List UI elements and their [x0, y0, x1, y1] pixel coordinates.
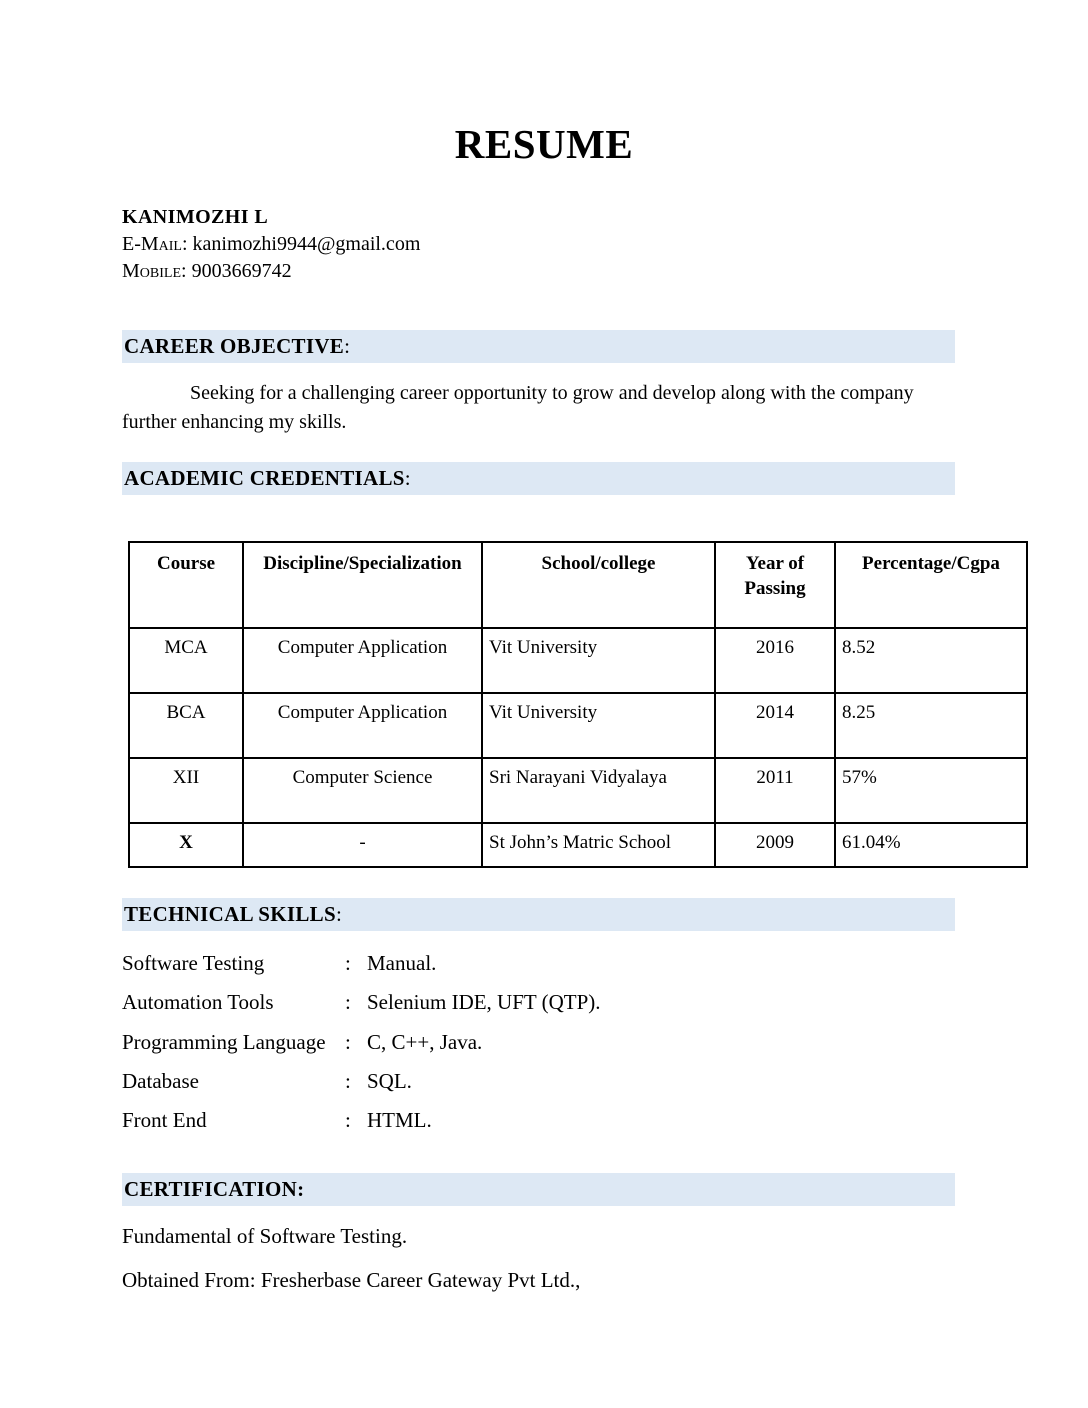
section-heading-academic-credentials: ACADEMIC CREDENTIALS: [122, 462, 955, 496]
mobile-label: Mobile: [122, 260, 187, 283]
cell-course: BCA [128, 692, 244, 760]
email-line: E-Mail: kanimozhi9944@gmail.com [122, 232, 1088, 257]
certification-line: Fundamental of Software Testing. [122, 1224, 408, 1249]
column-header-year-line2: Passing [744, 578, 806, 600]
section-heading-certification: CERTIFICATION: [122, 1173, 955, 1207]
table-header: Course Discipline/Specialization School/… [128, 541, 1028, 630]
cell-score: 8.52 [834, 627, 1028, 695]
skill-row: Front End : HTML. [122, 1108, 1088, 1133]
table-header-row: Course Discipline/Specialization School/… [128, 541, 1028, 630]
skill-value: HTML. [367, 1108, 432, 1133]
skill-row: Automation Tools : Selenium IDE, UFT (QT… [122, 990, 1088, 1015]
skill-separator: : [345, 1108, 351, 1133]
technical-skills-list: Software Testing : Manual. Automation To… [122, 951, 1088, 1133]
page-title: RESUME [454, 121, 634, 167]
cell-school: St John’s Matric School [481, 822, 716, 869]
mobile-value: 9003669742 [191, 260, 292, 283]
cell-score: 57% [834, 757, 1028, 825]
contact-block: KANIMOZHI L E-Mail: kanimozhi9944@gmail.… [0, 205, 1088, 284]
skill-value: Selenium IDE, UFT (QTP). [367, 990, 601, 1015]
cell-discipline: Computer Application [242, 692, 483, 760]
cell-year: 2011 [714, 757, 836, 825]
academic-credentials-table: Course Discipline/Specialization School/… [128, 541, 1028, 869]
academic-table-wrapper: Course Discipline/Specialization School/… [128, 541, 1028, 869]
section-heading-colon: : [404, 466, 411, 491]
cell-discipline: Computer Science [242, 757, 483, 825]
section-heading-colon: : [335, 902, 342, 927]
cell-score: 8.25 [834, 692, 1028, 760]
email-value: kanimozhi9944@gmail.com [192, 233, 421, 256]
skill-separator: : [345, 1029, 351, 1054]
skill-separator: : [345, 990, 351, 1015]
section-heading-career-objective: CAREER OBJECTIVE: [122, 330, 955, 364]
table-body: MCA Computer Application Vit University … [128, 627, 1028, 869]
career-objective-text: Seeking for a challenging career opportu… [122, 382, 914, 433]
skill-label: Front End [122, 1108, 207, 1133]
column-header-year-of-passing: Year of Passing [714, 541, 836, 630]
skill-row: Database : SQL. [122, 1069, 1088, 1094]
cell-course: XII [128, 757, 244, 825]
column-header-year-line1: Year of [745, 553, 805, 575]
cell-school: Vit University [481, 692, 716, 760]
table-row: BCA Computer Application Vit University … [128, 692, 1028, 760]
skill-row: Programming Language : C, C++, Java. [122, 1030, 1088, 1055]
column-header-course: Course [128, 541, 244, 630]
column-header-school: School/college [481, 541, 716, 630]
skill-separator: : [345, 951, 351, 976]
skill-separator: : [345, 1068, 351, 1093]
candidate-name: KANIMOZHI L [122, 206, 269, 229]
section-heading-text: ACADEMIC CREDENTIALS [124, 466, 405, 491]
column-header-percentage: Percentage/Cgpa [834, 541, 1028, 630]
cell-score: 61.04% [834, 822, 1028, 869]
cell-course: X [128, 822, 244, 869]
cell-course: MCA [128, 627, 244, 695]
cell-year: 2016 [714, 627, 836, 695]
table-row: X - St John’s Matric School 2009 61.04% [128, 822, 1028, 869]
skill-label: Database [122, 1068, 199, 1093]
cell-discipline: Computer Application [242, 627, 483, 695]
cell-school: Sri Narayani Vidyalaya [481, 757, 716, 825]
section-heading-text: CERTIFICATION: [124, 1177, 305, 1202]
cell-school: Vit University [481, 627, 716, 695]
table-row: MCA Computer Application Vit University … [128, 627, 1028, 695]
section-heading-text: TECHNICAL SKILLS [124, 902, 336, 927]
skill-row: Software Testing : Manual. [122, 951, 1088, 976]
skill-label: Automation Tools [122, 990, 274, 1015]
cell-year: 2014 [714, 692, 836, 760]
career-objective-body: Seeking for a challenging career opportu… [122, 379, 955, 436]
table-row: XII Computer Science Sri Narayani Vidyal… [128, 757, 1028, 825]
skill-label: Software Testing [122, 951, 265, 976]
skill-value: SQL. [367, 1068, 412, 1093]
skill-value: Manual. [367, 951, 437, 976]
mobile-line: Mobile: 9003669742 [122, 259, 1088, 284]
section-heading-technical-skills: TECHNICAL SKILLS: [122, 898, 955, 932]
skill-label: Programming Language [122, 1029, 326, 1054]
cell-year: 2009 [714, 822, 836, 869]
skill-value: C, C++, Java. [367, 1029, 483, 1054]
email-label: E-Mail: [122, 233, 188, 256]
section-heading-colon: : [344, 334, 350, 359]
cell-discipline: - [242, 822, 483, 869]
certification-line: Obtained From: Fresherbase Career Gatewa… [122, 1267, 581, 1292]
section-heading-text: CAREER OBJECTIVE [124, 334, 345, 359]
column-header-discipline: Discipline/Specialization [242, 541, 483, 630]
